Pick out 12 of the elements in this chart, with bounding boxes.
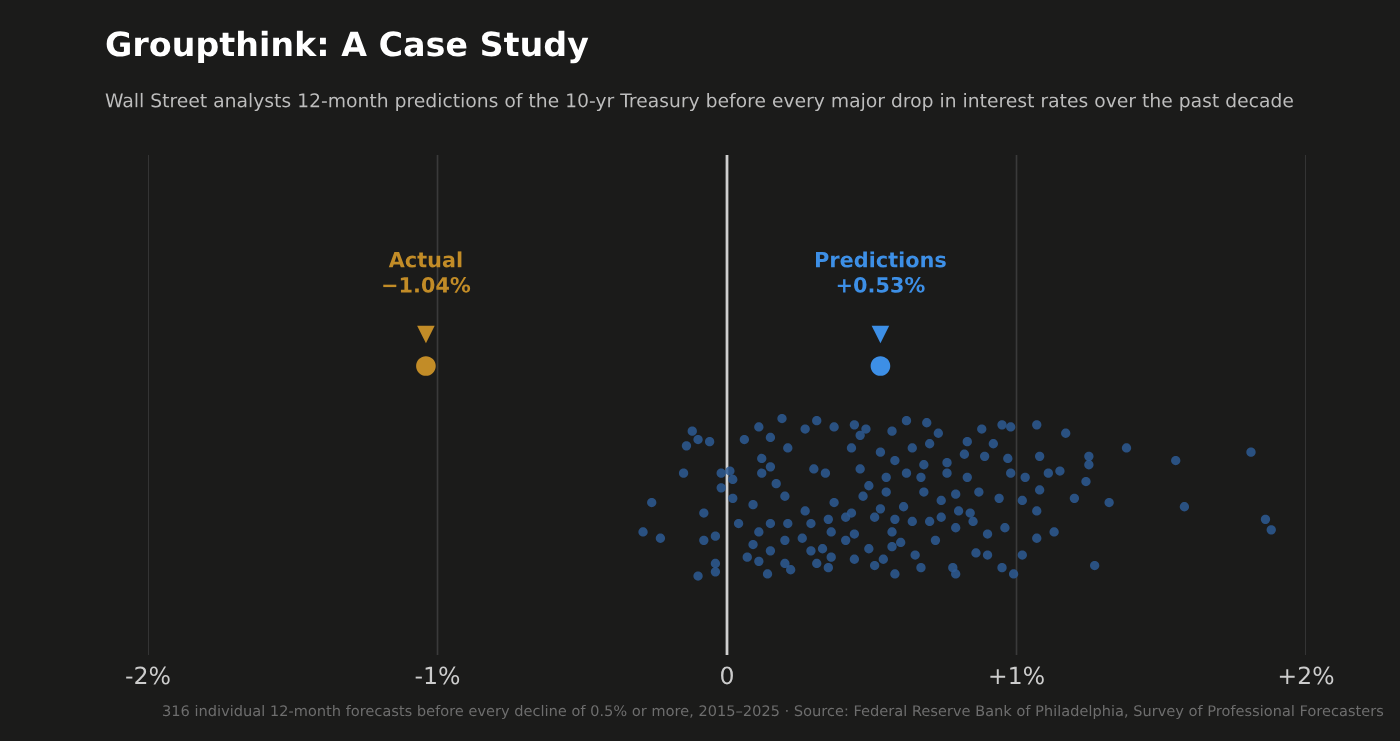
x-tick-label: +1%	[990, 666, 1044, 685]
x-tick-label: 0	[721, 666, 733, 685]
text: −1.04%	[383, 276, 471, 293]
text: Actual	[388, 251, 462, 268]
x-tick-label: -1%	[415, 666, 460, 685]
chart-subtitle: Wall Street analysts 12-month predictions of the 10-yr Treasury before every major drop in interest rates over the past decade	[105, 92, 1293, 112]
text: +0.53%	[837, 276, 925, 293]
x-tick-label: +2%	[1279, 666, 1334, 685]
chart-title: Groupthink: A Case Study	[106, 30, 589, 64]
text: Predictions	[815, 251, 946, 268]
x-tick-label: -2%	[126, 666, 170, 685]
text: 316 individual 12-month forecasts before every decline of 0.5% or more, 2015–2025 · Source: Federal Reserve Bank of Philadelphia, Survey of Professional Forecasters	[163, 704, 1384, 720]
